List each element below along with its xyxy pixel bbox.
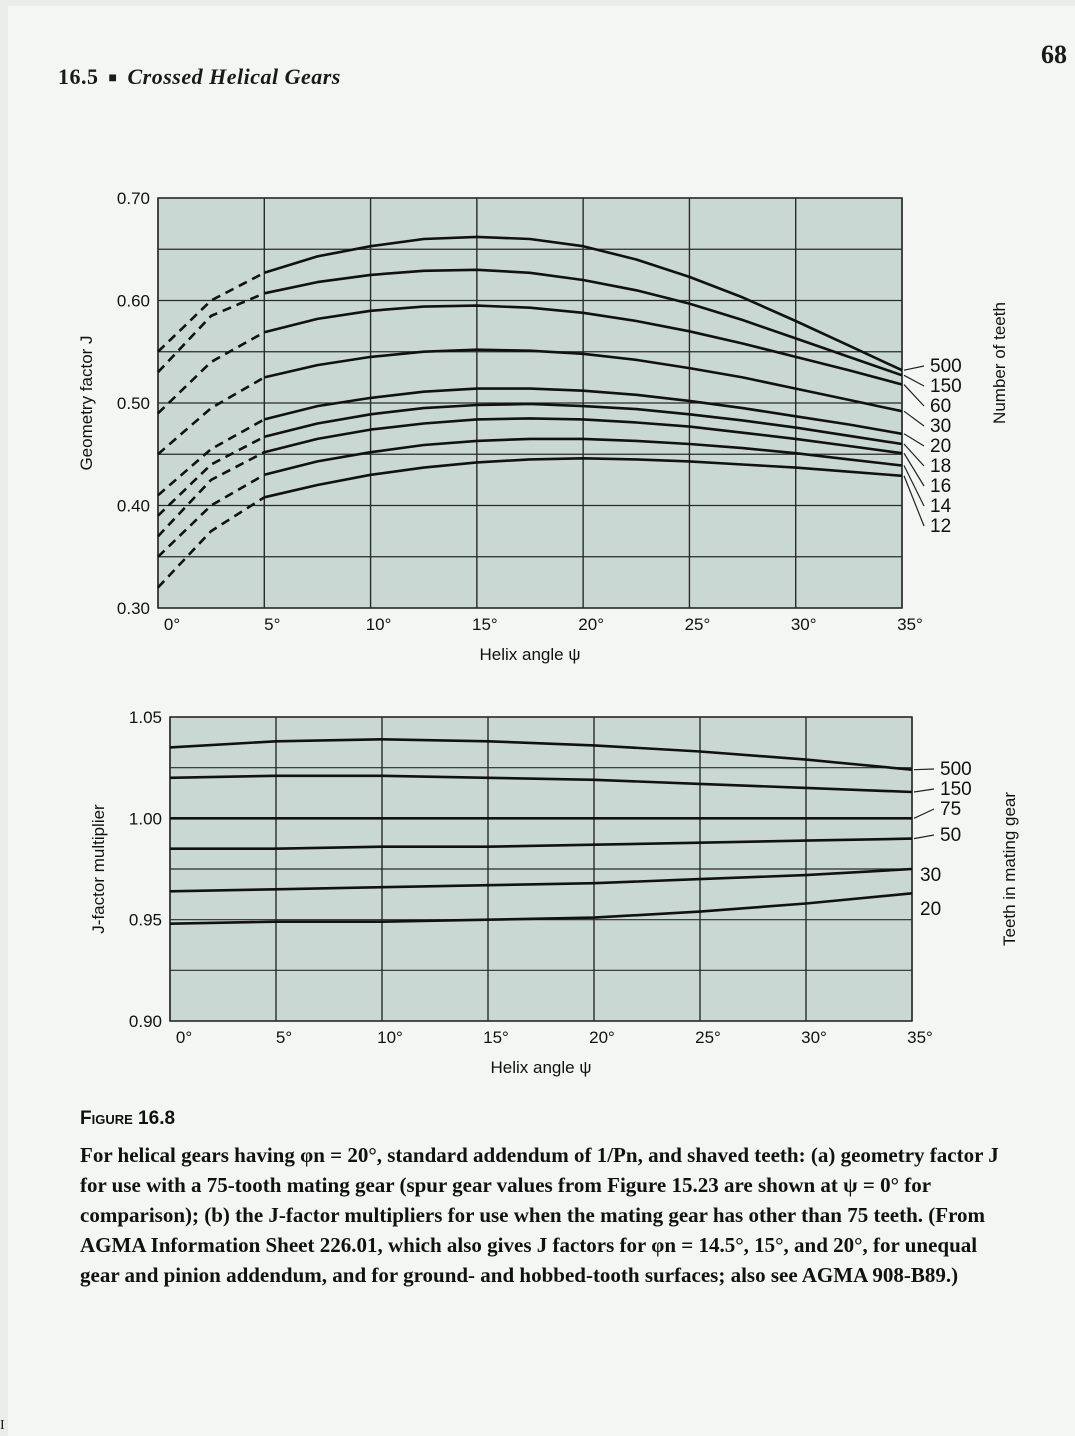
series-leader-line xyxy=(903,452,925,487)
series-line xyxy=(263,304,903,386)
series-leader-line xyxy=(913,808,935,819)
section-number: 16.5 xyxy=(58,64,99,89)
x-tick-label: 5° xyxy=(264,615,280,634)
y-tick-label: 0.40 xyxy=(117,497,150,516)
series-leader-line xyxy=(903,365,925,371)
x-tick-label: 25° xyxy=(695,1028,721,1047)
series-leader-line xyxy=(903,384,925,407)
series-label: 60 xyxy=(930,396,951,417)
section-header: 16.5 ■ Crossed Helical Gears xyxy=(58,64,341,90)
x-tick-label: 10° xyxy=(366,615,392,634)
series-line xyxy=(169,867,913,893)
x-tick-label: 30° xyxy=(791,615,817,634)
series-dashed-line xyxy=(157,418,265,497)
series-label: 50 xyxy=(940,825,961,846)
series-dashed-line xyxy=(157,271,265,353)
y-tick-label: 0.50 xyxy=(117,394,150,413)
series-label: 150 xyxy=(940,779,972,800)
x-tick-label: 0° xyxy=(176,1028,192,1047)
x-tick-label: 5° xyxy=(276,1028,292,1047)
y-tick-label: 0.30 xyxy=(117,599,150,618)
series-label: 20 xyxy=(920,899,941,920)
series-label: 12 xyxy=(930,516,951,537)
series-label: 75 xyxy=(940,799,961,820)
series-line xyxy=(169,738,913,771)
series-label: 20 xyxy=(930,436,951,457)
series-leader-line xyxy=(903,465,925,507)
section-title: Crossed Helical Gears xyxy=(127,64,341,89)
series-dashed-line xyxy=(157,451,265,538)
x-tick-label: 15° xyxy=(472,615,498,634)
series-line xyxy=(263,417,903,455)
x-tick-label: 35° xyxy=(897,615,923,634)
corner-mark: I xyxy=(0,1418,5,1433)
x-axis-label: Helix angle ψ xyxy=(491,1058,592,1077)
series-label: 14 xyxy=(930,496,952,517)
y-tick-label: 0.70 xyxy=(117,189,150,208)
x-tick-label: 0° xyxy=(164,615,180,634)
series-label: 30 xyxy=(920,865,941,886)
x-axis-label: Helix angle ψ xyxy=(480,645,581,664)
series-label: 500 xyxy=(940,759,972,780)
series-leader-line xyxy=(913,788,935,793)
series-dashed-line xyxy=(157,292,265,374)
series-leader-line xyxy=(903,475,925,527)
series-label: 16 xyxy=(930,476,951,497)
series-line xyxy=(264,457,903,499)
series-dashed-line xyxy=(157,376,265,456)
series-leader-line xyxy=(903,433,925,447)
x-tick-label: 10° xyxy=(377,1028,403,1047)
series-line xyxy=(169,892,913,925)
y-tick-label: 0.60 xyxy=(117,292,150,311)
x-tick-label: 20° xyxy=(589,1028,615,1047)
series-line xyxy=(263,437,903,477)
figure-caption: Figure 16.8 For helical gears having φn … xyxy=(80,1108,1000,1290)
y-tick-label: 1.05 xyxy=(129,708,162,727)
right-axis-label: Number of teeth xyxy=(990,302,1009,424)
series-leader-line xyxy=(903,443,925,467)
x-tick-label: 25° xyxy=(685,615,711,634)
series-line xyxy=(264,268,903,377)
series-label: 500 xyxy=(930,356,962,377)
bullet-square-icon: ■ xyxy=(108,71,118,86)
y-tick-label: 0.95 xyxy=(129,911,162,930)
x-tick-label: 15° xyxy=(483,1028,509,1047)
series-leader-line xyxy=(903,410,925,427)
series-leader-line xyxy=(903,374,925,387)
series-line xyxy=(170,837,913,850)
series-label: 18 xyxy=(930,456,951,477)
y-axis-label: Geometry factor J xyxy=(77,335,96,470)
y-axis-label: J-factor multiplier xyxy=(89,804,108,934)
series-line xyxy=(263,387,903,436)
series-dashed-line xyxy=(157,496,265,589)
x-tick-label: 35° xyxy=(907,1028,933,1047)
series-leader-line xyxy=(913,834,935,840)
right-axis-label: Teeth in mating gear xyxy=(1000,792,1019,946)
x-tick-label: 20° xyxy=(578,615,604,634)
series-line xyxy=(263,235,903,372)
y-tick-label: 0.90 xyxy=(129,1012,162,1031)
series-line xyxy=(263,402,903,446)
series-line xyxy=(169,774,913,794)
x-tick-label: 30° xyxy=(801,1028,827,1047)
series-leader-line xyxy=(913,768,935,771)
figure-label: Figure 16.8 xyxy=(80,1108,176,1129)
series-label: 150 xyxy=(930,376,962,397)
series-line xyxy=(264,348,903,413)
geometry-factor-chart: 0° 5° 10° 15° 20° 25° 30° 35° 0.30 0.40 0.50 0.60 0.… xyxy=(77,189,1009,664)
y-tick-label: 1.00 xyxy=(129,809,162,828)
series-label: 30 xyxy=(930,416,951,437)
series-dashed-line xyxy=(157,435,265,517)
j-factor-multiplier-chart: 0° 5° 10° 15° 20° 25° 30° 35° 0.90 0.95 1.00 1.05 He… xyxy=(89,708,1019,1077)
page-number: 68 xyxy=(1041,40,1067,69)
caption-text: For helical gears having φn = 20°, stand… xyxy=(80,1143,999,1287)
